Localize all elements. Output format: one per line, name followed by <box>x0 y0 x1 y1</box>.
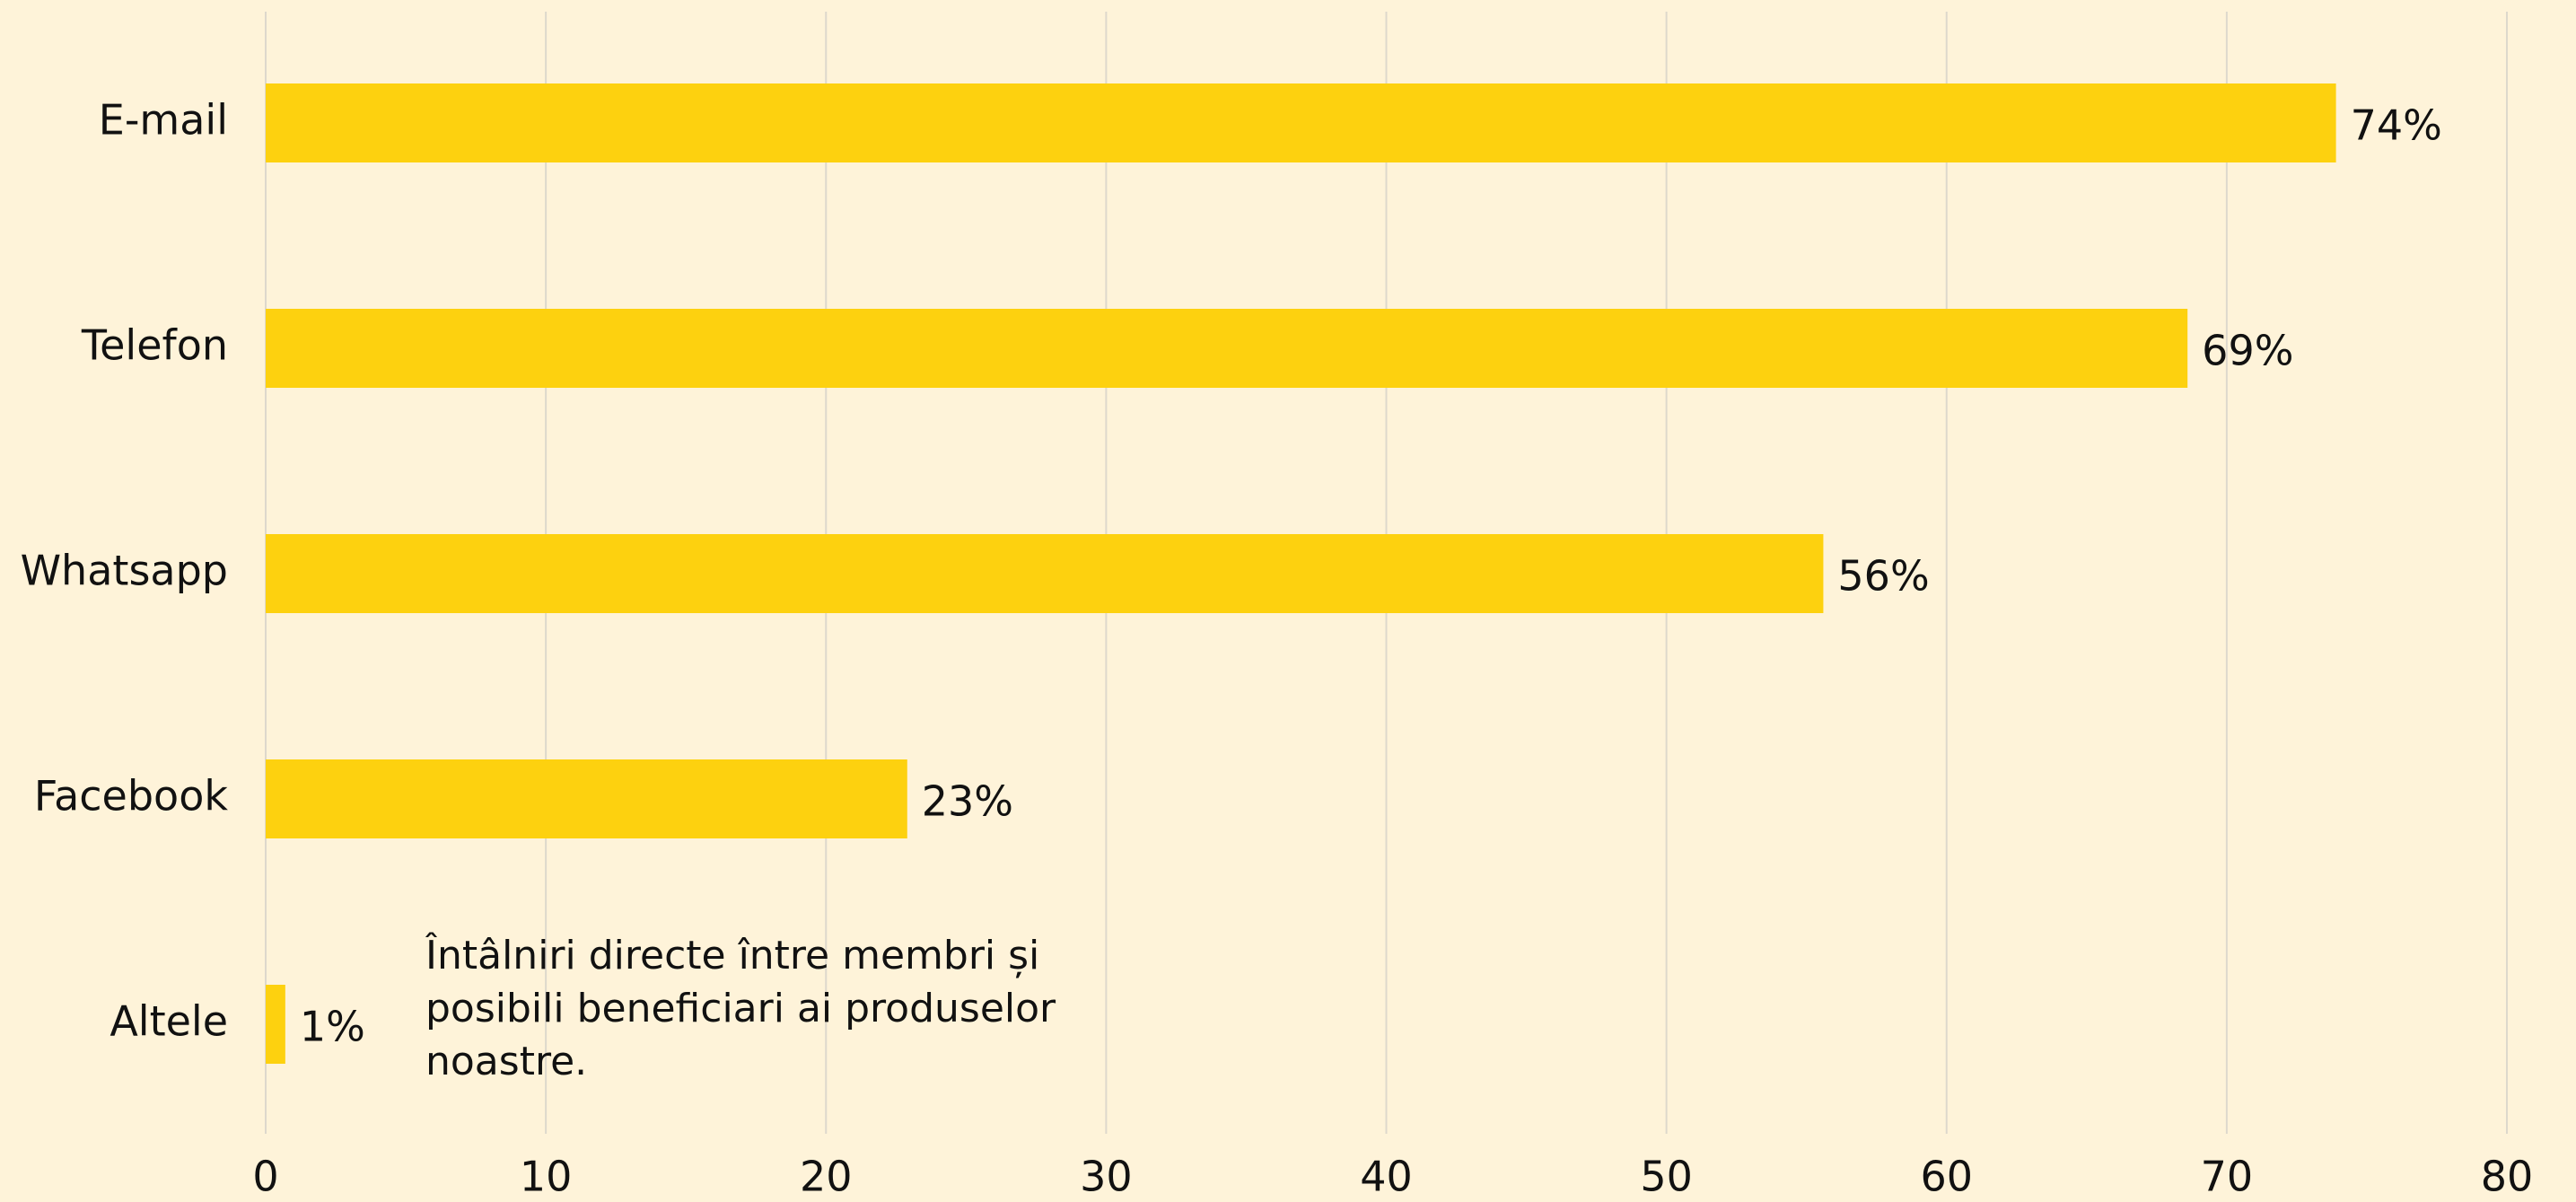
y-tick-label: Whatsapp <box>21 547 228 595</box>
value-label: 74% <box>2351 101 2442 150</box>
x-tick-label: 10 <box>520 1153 573 1201</box>
bar <box>266 759 907 838</box>
bar <box>266 985 285 1064</box>
y-tick-label: Facebook <box>34 772 229 820</box>
bar <box>266 309 2188 388</box>
x-tick-label: 50 <box>1640 1153 1693 1201</box>
bar <box>266 534 1824 613</box>
value-label: 23% <box>922 777 1013 826</box>
annotation: Întâlniri directe între membri și <box>425 931 1039 978</box>
x-tick-label: 60 <box>1920 1153 1973 1201</box>
x-tick-label: 80 <box>2481 1153 2534 1201</box>
annotation: posibili beneficiari ai produselor <box>425 986 1056 1031</box>
annotation: noastre. <box>425 1039 587 1084</box>
x-tick-label: 30 <box>1080 1153 1133 1201</box>
y-tick-label: Altele <box>110 997 228 1046</box>
bar <box>266 83 2336 162</box>
y-tick-label: Telefon <box>81 321 228 370</box>
value-label: 1% <box>300 1003 365 1051</box>
value-label: 56% <box>1837 552 1929 601</box>
x-tick-label: 0 <box>252 1153 278 1201</box>
value-label: 69% <box>2202 327 2293 375</box>
x-tick-label: 20 <box>800 1153 853 1201</box>
x-tick-label: 40 <box>1360 1153 1413 1201</box>
y-tick-label: E-mail <box>99 96 228 145</box>
x-tick-label: 70 <box>2201 1153 2254 1201</box>
